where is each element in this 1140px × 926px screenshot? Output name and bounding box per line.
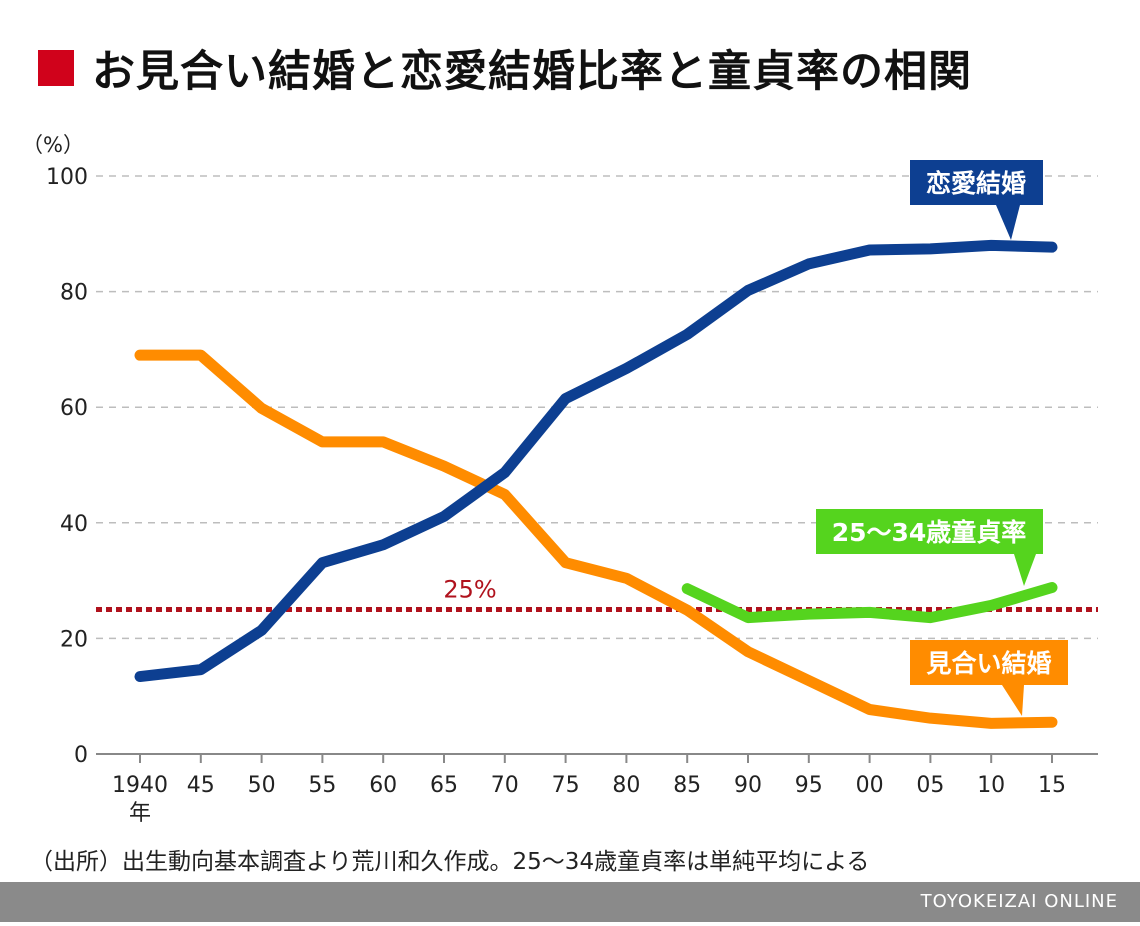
x-tick-label: 90 (734, 773, 762, 798)
series-line-arranged (134, 349, 1058, 729)
source-note: （出所）出生動向基本調査より荒川和久作成。25〜34歳童貞率は単純平均による (30, 849, 870, 875)
callout-box-love (910, 160, 1043, 205)
callout-pointer-love (996, 205, 1020, 240)
series-line-love (134, 239, 1058, 683)
x-tick-label: 95 (795, 773, 823, 798)
x-tick-label: 75 (552, 773, 580, 798)
footer-bar: TOYOKEIZAI ONLINE (0, 882, 1140, 922)
callout-pointer-arranged (1002, 685, 1024, 716)
y-tick-label: 0 (74, 743, 88, 768)
x-tick-label: 85 (673, 773, 701, 798)
title-square-icon (38, 50, 74, 86)
series-name-love: 恋愛結婚 (926, 169, 1026, 198)
x-tick-label: 45 (187, 773, 215, 798)
x-tick-label: 55 (308, 773, 336, 798)
reference-line-label: 25% (443, 576, 496, 604)
y-tick-label: 60 (60, 396, 88, 421)
series-name-arranged: 見合い結婚 (926, 649, 1051, 678)
x-tick-label: 00 (856, 773, 884, 798)
callout-box-arranged (910, 640, 1068, 685)
callout-box-virgin (816, 509, 1043, 554)
y-tick-label: 40 (60, 512, 88, 537)
callout-pointer-virgin (1014, 554, 1036, 586)
x-tick-label: 65 (430, 773, 458, 798)
x-tick-label: 80 (612, 773, 640, 798)
x-tick-label: 05 (916, 773, 944, 798)
series-name-virgin: 25〜34歳童貞率 (832, 518, 1027, 547)
series-line-virgin (681, 582, 1058, 624)
y-tick-label: 80 (60, 281, 88, 306)
y-tick-label: 100 (46, 165, 88, 190)
x-axis: 1940 45 50 55 60 65 70 75 80 85 90 95 00 05 10 15 年 (96, 753, 1098, 826)
y-tick-label: 20 (60, 627, 88, 652)
x-tick-label: 1940 (112, 773, 168, 798)
reference-line-group: 25% (96, 576, 1098, 612)
y-unit-label: （%） (22, 133, 84, 157)
x-axis-year-label: 年 (129, 801, 151, 826)
x-tick-label: 15 (1038, 773, 1066, 798)
brand-label: TOYOKEIZAI ONLINE (920, 891, 1118, 912)
x-tick-label: 50 (248, 773, 276, 798)
x-tick-label: 70 (491, 773, 519, 798)
y-axis-ticks: 0 20 40 60 80 100 (46, 165, 88, 768)
title-row: お見合い結婚と恋愛結婚比率と童貞率の相関 (38, 28, 972, 108)
chart-title: お見合い結婚と恋愛結婚比率と童貞率の相関 (92, 47, 972, 97)
line-chart: 0 20 40 60 80 100 （%） 25% 1940 45 50 55 60 65 70 75 8… (22, 133, 1098, 826)
series-lines (134, 239, 1058, 729)
x-tick-label: 60 (369, 773, 397, 798)
x-tick-label: 10 (977, 773, 1005, 798)
